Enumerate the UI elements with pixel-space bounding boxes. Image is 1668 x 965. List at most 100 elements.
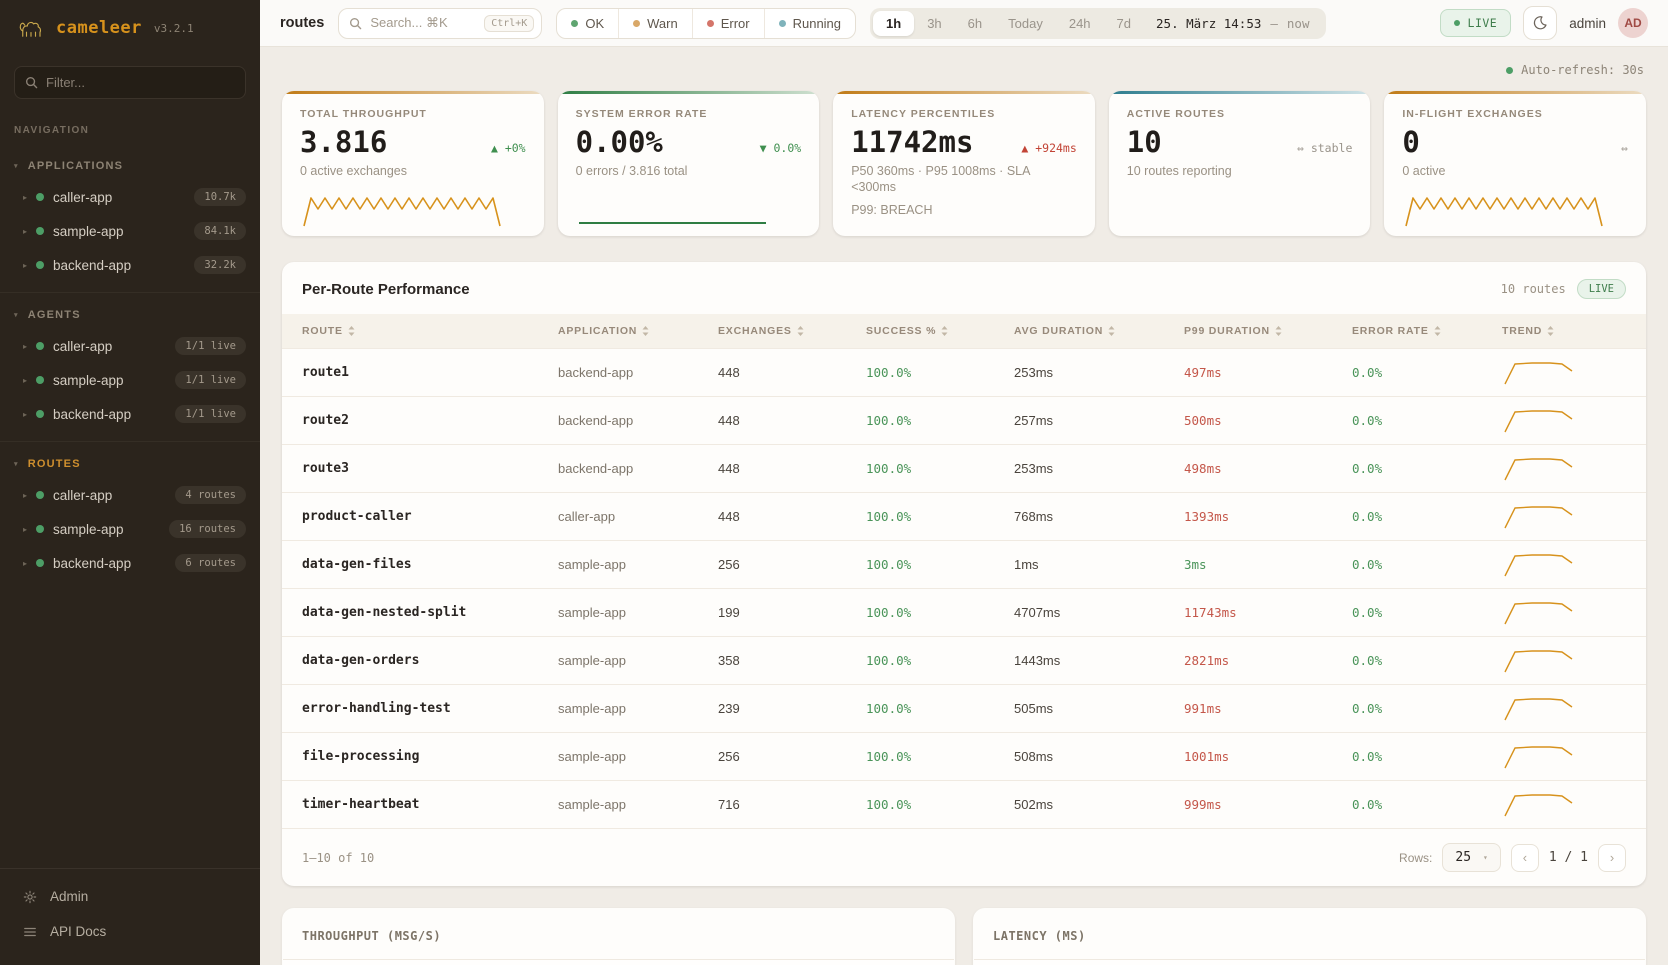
table-row[interactable]: route2 backend-app 448 100.0% 257ms 500ms 0.0% (282, 396, 1646, 444)
table-row[interactable]: file-processing sample-app 256 100.0% 508ms 1… (282, 732, 1646, 780)
exchanges-value: 358 (718, 653, 740, 668)
filter-chip-ok[interactable]: OK (557, 9, 618, 38)
sidebar-item-api-docs[interactable]: API Docs (0, 914, 260, 949)
route-name[interactable]: route3 (302, 461, 349, 476)
status-dot (36, 376, 45, 384)
sort-icon[interactable] (1547, 326, 1554, 336)
sort-icon[interactable] (941, 326, 948, 336)
avg-duration-value: 253ms (1014, 365, 1054, 380)
sort-icon[interactable] (797, 326, 804, 336)
kpi-value: 3.816 (300, 125, 388, 159)
count-badge: 1/1 live (175, 405, 246, 423)
exchanges-value: 448 (718, 461, 740, 476)
sort-icon[interactable] (1108, 326, 1115, 336)
section-header-agents[interactable]: ▾ AGENTS (14, 309, 81, 321)
sidebar-item-backend-app[interactable]: ▸ backend-app 6 routes (0, 546, 260, 580)
sort-icon[interactable] (348, 326, 355, 336)
sidebar-item-sample-app[interactable]: ▸ sample-app 84.1k (0, 214, 260, 248)
route-name[interactable]: file-processing (302, 749, 420, 764)
kpi-card-system-error-rate: SYSTEM ERROR RATE 0.00% ▼ 0.0% 0 errors … (557, 91, 820, 236)
sidebar-item-sample-app[interactable]: ▸ sample-app 1/1 live (0, 363, 260, 397)
sidebar-item-backend-app[interactable]: ▸ backend-app 1/1 live (0, 397, 260, 431)
p99-duration-value: 497ms (1184, 365, 1222, 380)
column-success[interactable]: SUCCESS % (866, 325, 1014, 337)
count-badge: 84.1k (194, 222, 246, 240)
sidebar-item-caller-app[interactable]: ▸ caller-app 4 routes (0, 478, 260, 512)
filter-chip-error[interactable]: Error (691, 8, 764, 38)
sidebar-item-backend-app[interactable]: ▸ backend-app 32.2k (0, 248, 260, 282)
user-name[interactable]: admin (1569, 15, 1606, 31)
route-name[interactable]: route1 (302, 365, 349, 380)
application-name: sample-app (558, 557, 626, 572)
status-dot (36, 410, 45, 418)
time-range-24h[interactable]: 24h (1068, 15, 1091, 31)
next-page-button[interactable]: › (1598, 843, 1626, 872)
chevron-right-icon: ▸ (23, 260, 28, 270)
route-name[interactable]: data-gen-files (302, 557, 412, 572)
time-range-6h[interactable]: 6h (967, 15, 983, 31)
avatar[interactable]: AD (1618, 8, 1648, 38)
status-dot (36, 342, 45, 350)
sidebar-item-sample-app[interactable]: ▸ sample-app 16 routes (0, 512, 260, 546)
error-rate-value: 0.0% (1352, 557, 1383, 572)
column-avg-duration[interactable]: AVG DURATION (1014, 325, 1184, 337)
section-header-routes[interactable]: ▾ ROUTES (14, 458, 81, 470)
live-dot (1453, 20, 1460, 26)
p99-duration-value: 991ms (1184, 701, 1222, 716)
table-row[interactable]: route1 backend-app 448 100.0% 253ms 497ms 0.0% (282, 348, 1646, 396)
column-error-rate[interactable]: ERROR RATE (1352, 325, 1502, 337)
chevron-down-icon: ▾ (1483, 853, 1488, 862)
time-range-display: 25. März 14:53 — now (1156, 15, 1310, 31)
column-exchanges[interactable]: EXCHANGES (718, 325, 866, 337)
section-header-applications[interactable]: ▾ APPLICATIONS (14, 160, 124, 172)
sort-icon[interactable] (1275, 326, 1282, 336)
sidebar-item-caller-app[interactable]: ▸ caller-app 10.7k (0, 180, 260, 214)
table-live-badge: LIVE (1576, 279, 1626, 299)
prev-page-button[interactable]: ‹ (1510, 843, 1539, 872)
table-row[interactable]: timer-heartbeat sample-app 716 100.0% 502ms 9… (282, 780, 1646, 828)
table-row[interactable]: data-gen-nested-split sample-app 199 100.0%… (282, 588, 1646, 636)
trend-sparkline (1502, 407, 1646, 435)
route-name[interactable]: timer-heartbeat (302, 797, 420, 812)
refresh-dot (1506, 66, 1514, 74)
application-name: sample-app (558, 701, 626, 716)
route-name[interactable]: error-handling-test (302, 701, 451, 716)
error-rate-value: 0.0% (1352, 797, 1383, 812)
search-input[interactable]: Search... ⌘K Ctrl+K (338, 7, 543, 39)
route-name[interactable]: data-gen-orders (302, 653, 420, 668)
chevron-right-icon: ▸ (23, 524, 28, 534)
time-range-today[interactable]: Today (1008, 15, 1043, 31)
column-route[interactable]: ROUTE (302, 325, 558, 337)
status-dot (36, 559, 45, 567)
status-filter-group: OK Warn Error Running (556, 7, 857, 39)
time-range-3h[interactable]: 3h (927, 15, 942, 31)
sort-icon[interactable] (1434, 326, 1441, 336)
time-range-1h[interactable]: 1h (873, 10, 915, 36)
table-row[interactable]: product-caller caller-app 448 100.0% 768ms 13… (282, 492, 1646, 540)
column-p99-duration[interactable]: P99 DURATION (1184, 325, 1352, 337)
column-application[interactable]: APPLICATION (558, 325, 718, 337)
table-row[interactable]: error-handling-test sample-app 239 100.0% 50… (282, 684, 1646, 732)
sidebar-item-caller-app[interactable]: ▸ caller-app 1/1 live (0, 329, 260, 363)
sort-icon[interactable] (642, 326, 649, 336)
filter-chip-warn[interactable]: Warn (618, 8, 692, 38)
route-name[interactable]: product-caller (302, 509, 412, 524)
exchanges-value: 256 (718, 749, 740, 764)
sidebar-item-admin[interactable]: Admin (0, 879, 260, 914)
table-row[interactable]: route3 backend-app 448 100.0% 253ms 498ms 0.0% (282, 444, 1646, 492)
column-trend[interactable]: TREND (1502, 325, 1646, 337)
trend-sparkline (1502, 743, 1646, 771)
table-row[interactable]: data-gen-orders sample-app 358 100.0% 1443ms… (282, 636, 1646, 684)
rows-per-page-select[interactable]: 25 ▾ (1442, 843, 1501, 872)
route-name[interactable]: data-gen-nested-split (302, 605, 467, 620)
search-placeholder: Search... ⌘K (370, 15, 448, 30)
dark-mode-toggle[interactable] (1523, 6, 1558, 40)
sidebar-filter-input[interactable]: Filter... (14, 66, 246, 99)
table-row[interactable]: data-gen-files sample-app 256 100.0% 1ms 3ms 0… (282, 540, 1646, 588)
filter-chip-running[interactable]: Running (763, 8, 855, 38)
time-range-7d[interactable]: 7d (1116, 15, 1132, 31)
live-status-badge: LIVE (1439, 9, 1512, 37)
breadcrumb: routes (280, 15, 325, 31)
route-name[interactable]: route2 (302, 413, 349, 428)
kpi-value: 11742ms (851, 125, 974, 159)
